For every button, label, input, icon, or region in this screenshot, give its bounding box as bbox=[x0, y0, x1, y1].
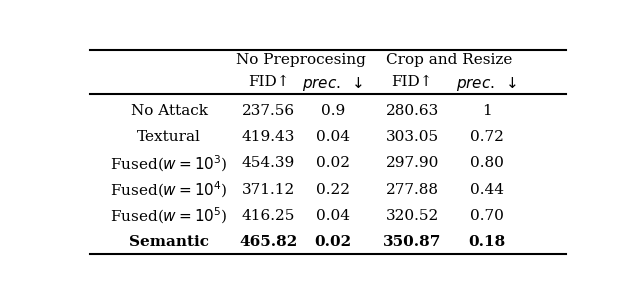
Text: Fused($w = 10^4$): Fused($w = 10^4$) bbox=[111, 179, 228, 200]
Text: $\mathit{prec.}$ $\downarrow$: $\mathit{prec.}$ $\downarrow$ bbox=[456, 75, 517, 93]
Text: No Preprocesing: No Preprocesing bbox=[236, 53, 365, 67]
Text: 0.70: 0.70 bbox=[470, 209, 504, 223]
Text: 280.63: 280.63 bbox=[386, 104, 439, 118]
Text: 1: 1 bbox=[482, 104, 492, 118]
Text: 0.9: 0.9 bbox=[321, 104, 345, 118]
Text: Fused($w = 10^3$): Fused($w = 10^3$) bbox=[111, 153, 228, 174]
Text: 350.87: 350.87 bbox=[383, 235, 442, 249]
Text: 320.52: 320.52 bbox=[386, 209, 439, 223]
Text: Textural: Textural bbox=[138, 130, 201, 144]
Text: Crop and Resize: Crop and Resize bbox=[387, 53, 513, 67]
Text: 0.72: 0.72 bbox=[470, 130, 504, 144]
Text: Semantic: Semantic bbox=[129, 235, 209, 249]
Text: 297.90: 297.90 bbox=[386, 156, 439, 170]
Text: 237.56: 237.56 bbox=[242, 104, 295, 118]
Text: No Attack: No Attack bbox=[131, 104, 208, 118]
Text: 0.44: 0.44 bbox=[470, 183, 504, 196]
Text: $\mathit{prec.}$ $\downarrow$: $\mathit{prec.}$ $\downarrow$ bbox=[303, 75, 364, 93]
Text: 419.43: 419.43 bbox=[242, 130, 295, 144]
Text: 0.02: 0.02 bbox=[316, 156, 350, 170]
Text: 0.02: 0.02 bbox=[314, 235, 351, 249]
Text: 454.39: 454.39 bbox=[242, 156, 295, 170]
Text: 0.22: 0.22 bbox=[316, 183, 350, 196]
Text: 0.80: 0.80 bbox=[470, 156, 504, 170]
Text: 0.04: 0.04 bbox=[316, 130, 350, 144]
Text: Fused($w = 10^5$): Fused($w = 10^5$) bbox=[111, 206, 228, 226]
Text: FID↑: FID↑ bbox=[392, 75, 433, 89]
Text: 465.82: 465.82 bbox=[239, 235, 298, 249]
Text: FID↑: FID↑ bbox=[248, 75, 289, 89]
Text: 371.12: 371.12 bbox=[242, 183, 295, 196]
Text: 0.18: 0.18 bbox=[468, 235, 506, 249]
Text: 277.88: 277.88 bbox=[386, 183, 439, 196]
Text: 303.05: 303.05 bbox=[386, 130, 439, 144]
Text: 0.04: 0.04 bbox=[316, 209, 350, 223]
Text: 416.25: 416.25 bbox=[242, 209, 295, 223]
